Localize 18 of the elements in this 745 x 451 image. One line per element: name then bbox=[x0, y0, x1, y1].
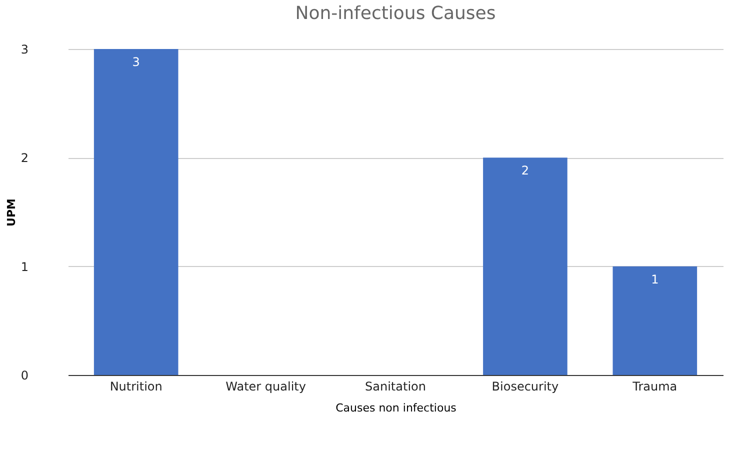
y-tick-label: 1 bbox=[20, 260, 28, 274]
data-label: 1 bbox=[651, 272, 659, 286]
bar bbox=[94, 49, 178, 375]
data-label: 2 bbox=[521, 164, 530, 178]
y-tick-label: 2 bbox=[20, 151, 28, 166]
chart-title: Non-infectious Causes bbox=[295, 3, 496, 24]
x-tick-label: Biosecurity bbox=[492, 380, 559, 394]
x-axis-title: Causes non infectious bbox=[336, 402, 457, 414]
x-tick-label: Nutrition bbox=[110, 380, 162, 394]
bar bbox=[612, 266, 698, 375]
data-label: 3 bbox=[132, 55, 140, 69]
y-tick-label: 3 bbox=[20, 42, 28, 56]
x-tick-label: Trauma bbox=[632, 380, 678, 394]
bar bbox=[483, 158, 568, 375]
y-axis-title: UPM bbox=[4, 198, 18, 226]
x-tick-label: Water quality bbox=[226, 380, 306, 394]
x-tick-label: Sanitation bbox=[365, 380, 426, 394]
y-tick-label: 0 bbox=[20, 368, 28, 382]
